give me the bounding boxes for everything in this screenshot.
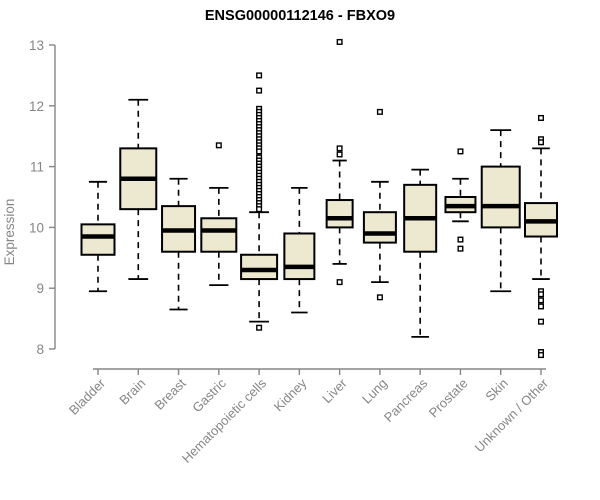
x-tick-label-skin: Skin (482, 376, 510, 404)
outlier-point (457, 245, 464, 252)
outlier-point (537, 303, 544, 310)
iqr-box (240, 253, 279, 281)
box-bladder (80, 180, 116, 293)
outlier-point (215, 142, 222, 149)
x-tick-label-gastric: Gastric (189, 375, 229, 415)
x-tick-label-liver: Liver (319, 375, 350, 406)
outlier-point (256, 72, 263, 79)
y-tick-label-11: 11 (30, 160, 44, 175)
box-breast (161, 177, 197, 311)
x-tick-label-pancreas: Pancreas (381, 375, 431, 425)
y-tick-label-13: 13 (29, 38, 44, 53)
box-brain (119, 98, 158, 280)
box-kidney (283, 186, 316, 314)
iqr-box (283, 232, 316, 281)
x-tick-label-prostate: Prostate (426, 376, 471, 421)
outlier-point (256, 87, 263, 94)
outlier-point (537, 297, 544, 304)
y-tick-label-10: 10 (29, 220, 44, 235)
outlier-point (256, 206, 263, 213)
y-axis-label: Expression (2, 199, 17, 266)
iqr-box (325, 199, 354, 229)
x-tick-label-brain: Brain (116, 376, 148, 408)
box-skin (480, 129, 521, 293)
outlier-point (537, 114, 544, 121)
outlier-point (537, 291, 544, 298)
x-tick-label-kidney: Kidney (271, 375, 310, 414)
outlier-point (457, 148, 464, 155)
outlier-point (336, 151, 343, 158)
box-liver (325, 38, 354, 286)
outlier-point (336, 145, 343, 152)
y-tick-label-9: 9 (36, 281, 44, 296)
x-tick-label-bladder: Bladder (66, 375, 109, 418)
box-gastric (200, 142, 238, 287)
box-hematopoietic-cells (240, 72, 279, 331)
outlier-point (457, 236, 464, 243)
outlier-point (376, 294, 383, 301)
iqr-box (362, 211, 397, 244)
box-prostate (444, 148, 477, 252)
box-unknown-other (523, 114, 558, 359)
outlier-point (256, 324, 263, 331)
box-pancreas (403, 168, 438, 338)
outlier-point (537, 352, 544, 359)
x-tick-label-lung: Lung (359, 376, 390, 407)
outlier-point (336, 38, 343, 45)
iqr-box (80, 223, 116, 256)
outlier-point (336, 279, 343, 286)
outlier-point (537, 318, 544, 325)
chart-title: ENSG00000112146 - FBXO9 (205, 8, 395, 24)
y-tick-label-12: 12 (29, 99, 44, 114)
x-tick-label-breast: Breast (151, 375, 188, 412)
outlier-point (376, 108, 383, 115)
y-tick-label-8: 8 (36, 342, 44, 357)
box-lung (362, 108, 397, 301)
outlier-point (256, 148, 263, 155)
outlier-point (537, 139, 544, 146)
iqr-box (200, 217, 238, 253)
iqr-box (480, 165, 521, 229)
x-tick-label-unknown-other: Unknown / Other (472, 375, 552, 455)
